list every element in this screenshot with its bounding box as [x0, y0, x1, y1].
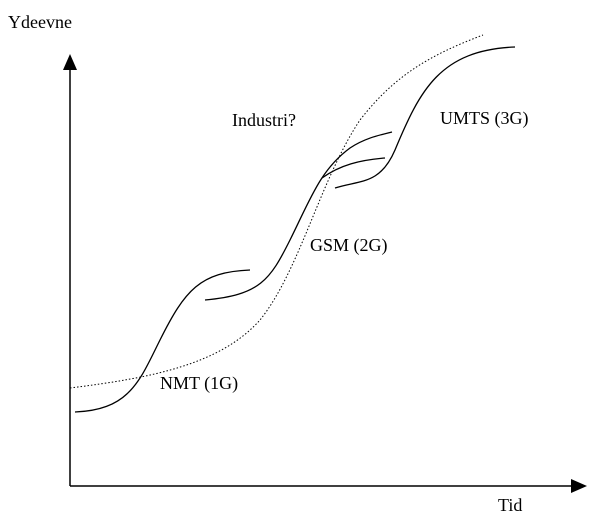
- umts-curve: [334, 46, 516, 189]
- curve-label: GSM (2G): [310, 235, 388, 256]
- y-axis-label: Ydeevne: [8, 12, 72, 32]
- curve-label: NMT (1G): [160, 373, 238, 394]
- gsm-curve-branch: [321, 157, 386, 179]
- curve-label: UMTS (3G): [440, 108, 529, 129]
- gsm-curve: [204, 131, 393, 301]
- x-axis-label: Tid: [498, 495, 522, 515]
- curve-label: Industri?: [232, 110, 296, 130]
- industry-curve: [69, 34, 484, 389]
- y-axis-arrow: [63, 54, 77, 70]
- nmt-curve: [74, 269, 251, 413]
- x-axis-arrow: [571, 479, 587, 493]
